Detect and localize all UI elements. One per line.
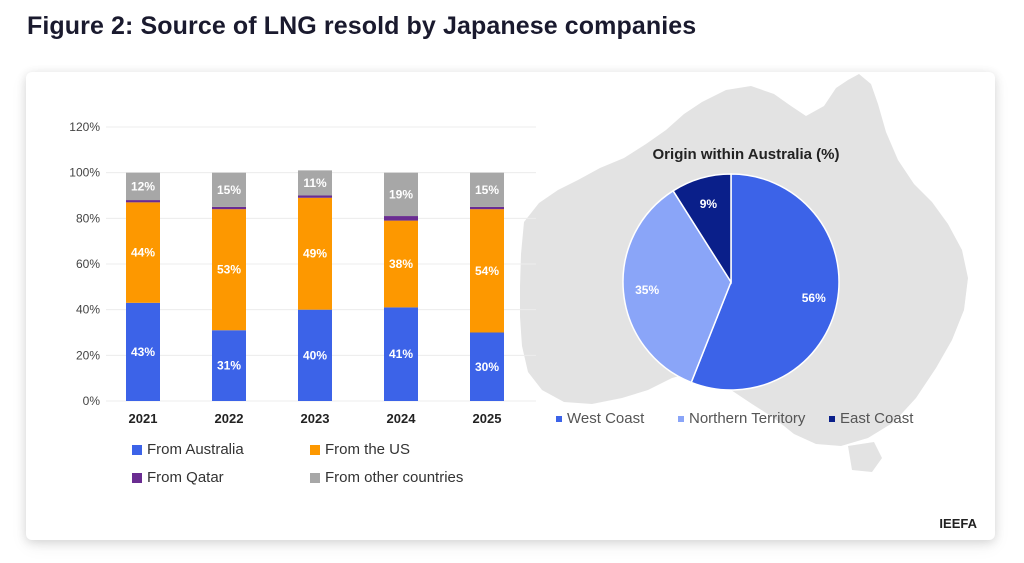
bar-segment-us — [298, 197, 332, 310]
y-tick-label: 80% — [76, 211, 100, 225]
legend-label: Northern Territory — [689, 410, 806, 427]
x-tick-label: 2021 — [129, 411, 158, 426]
bar-legend-item: From Qatar — [132, 469, 224, 486]
bar-data-label: 40% — [303, 348, 327, 362]
bar-segment-us — [126, 202, 160, 303]
bar-data-label: 53% — [217, 263, 241, 277]
figure-title: Figure 2: Source of LNG resold by Japane… — [27, 12, 697, 40]
legend-swatch — [132, 444, 142, 455]
x-tick-label: 2025 — [473, 411, 502, 426]
bar-data-label: 11% — [303, 176, 327, 190]
y-tick-label: 40% — [76, 303, 100, 317]
pie-data-label: 9% — [700, 197, 718, 211]
bar-segment-us — [384, 220, 418, 308]
y-tick-label: 20% — [76, 348, 100, 362]
bar-segment-australia — [212, 330, 246, 401]
pie-data-label: 56% — [802, 291, 826, 305]
bar-data-label: 30% — [475, 360, 499, 374]
legend-label: From Australia — [147, 441, 244, 458]
pie-slice-east_coast — [672, 173, 732, 285]
pie-slice-northern_territory — [622, 189, 732, 384]
bar-data-label: 49% — [303, 247, 327, 261]
bar-data-label: 54% — [475, 264, 499, 278]
bar-data-label: 15% — [217, 183, 241, 197]
legend-label: From Qatar — [147, 469, 224, 486]
x-tick-label: 2022 — [215, 411, 244, 426]
bar-segment-qatar — [384, 216, 418, 221]
legend-label: East Coast — [840, 410, 914, 427]
bar-data-label: 43% — [131, 345, 155, 359]
bar-segment-qatar — [212, 206, 246, 210]
legend-swatch — [132, 472, 142, 483]
pie-legend-item: Northern Territory — [678, 410, 805, 427]
bar-segment-australia — [126, 302, 160, 401]
bar-segment-us — [470, 209, 504, 333]
bar-data-label: 19% — [389, 187, 413, 201]
origin-pie-chart: Origin within Australia (%) 56% 35% 9% — [622, 146, 840, 391]
pie-legend-item: East Coast — [829, 410, 913, 427]
bar-segment-qatar — [470, 206, 504, 210]
brand-logo: IEEFA — [939, 516, 977, 531]
x-tick-label: 2023 — [301, 411, 330, 426]
figure-canvas: 0% 20% 40% 60% 80% 100% 120% 43% 44% 12% 2021 31% 53… — [69, 74, 968, 472]
bar-segment-other — [384, 172, 418, 217]
bar-data-label: 41% — [389, 347, 413, 361]
bar-segment-other — [470, 172, 504, 207]
bar-segment-australia — [384, 307, 418, 401]
bar-data-label: 12% — [131, 179, 155, 193]
pie-title: Origin within Australia (%) — [653, 146, 840, 163]
bar-segment-qatar — [126, 200, 160, 203]
legend-swatch — [678, 415, 684, 422]
bar-segment-other — [298, 170, 332, 196]
bar-data-label: 44% — [131, 246, 155, 260]
tasmania-shape — [848, 442, 882, 472]
x-tick-label: 2024 — [387, 411, 417, 426]
bar-data-label: 31% — [217, 359, 241, 373]
stacked-bar-chart: 0% 20% 40% 60% 80% 100% 120% 43% 44% 12% 2021 31% 53… — [69, 120, 536, 426]
legend-swatch — [829, 415, 835, 422]
legend-swatch — [556, 415, 562, 422]
y-tick-label: 0% — [83, 394, 101, 408]
bar-data-label: 15% — [475, 183, 499, 197]
legend-label: From other countries — [325, 469, 464, 486]
figure-card: 0% 20% 40% 60% 80% 100% 120% 43% 44% 12% 2021 31% 53… — [26, 72, 995, 540]
y-tick-label: 60% — [76, 257, 100, 271]
legend-label: West Coast — [567, 410, 645, 427]
bar-data-label: 38% — [389, 257, 413, 271]
bar-segment-other — [212, 172, 246, 207]
legend-label: From the US — [325, 441, 411, 458]
y-tick-label: 100% — [69, 166, 100, 180]
pie-data-label: 35% — [635, 283, 659, 297]
legend-swatch — [310, 444, 320, 455]
bar-legend-item: From the US — [310, 441, 410, 458]
bar-segment-qatar — [298, 195, 332, 198]
pie-legend-item: West Coast — [556, 410, 644, 427]
pie-slice-west_coast — [690, 173, 840, 391]
bar-segment-australia — [298, 309, 332, 401]
bar-segment-australia — [470, 332, 504, 401]
y-tick-label: 120% — [69, 120, 100, 134]
bar-legend-item: From Australia — [132, 441, 244, 458]
bar-segment-us — [212, 209, 246, 331]
bar-segment-other — [126, 172, 160, 201]
legend-swatch — [310, 472, 320, 483]
bar-legend-item: From other countries — [310, 469, 463, 486]
